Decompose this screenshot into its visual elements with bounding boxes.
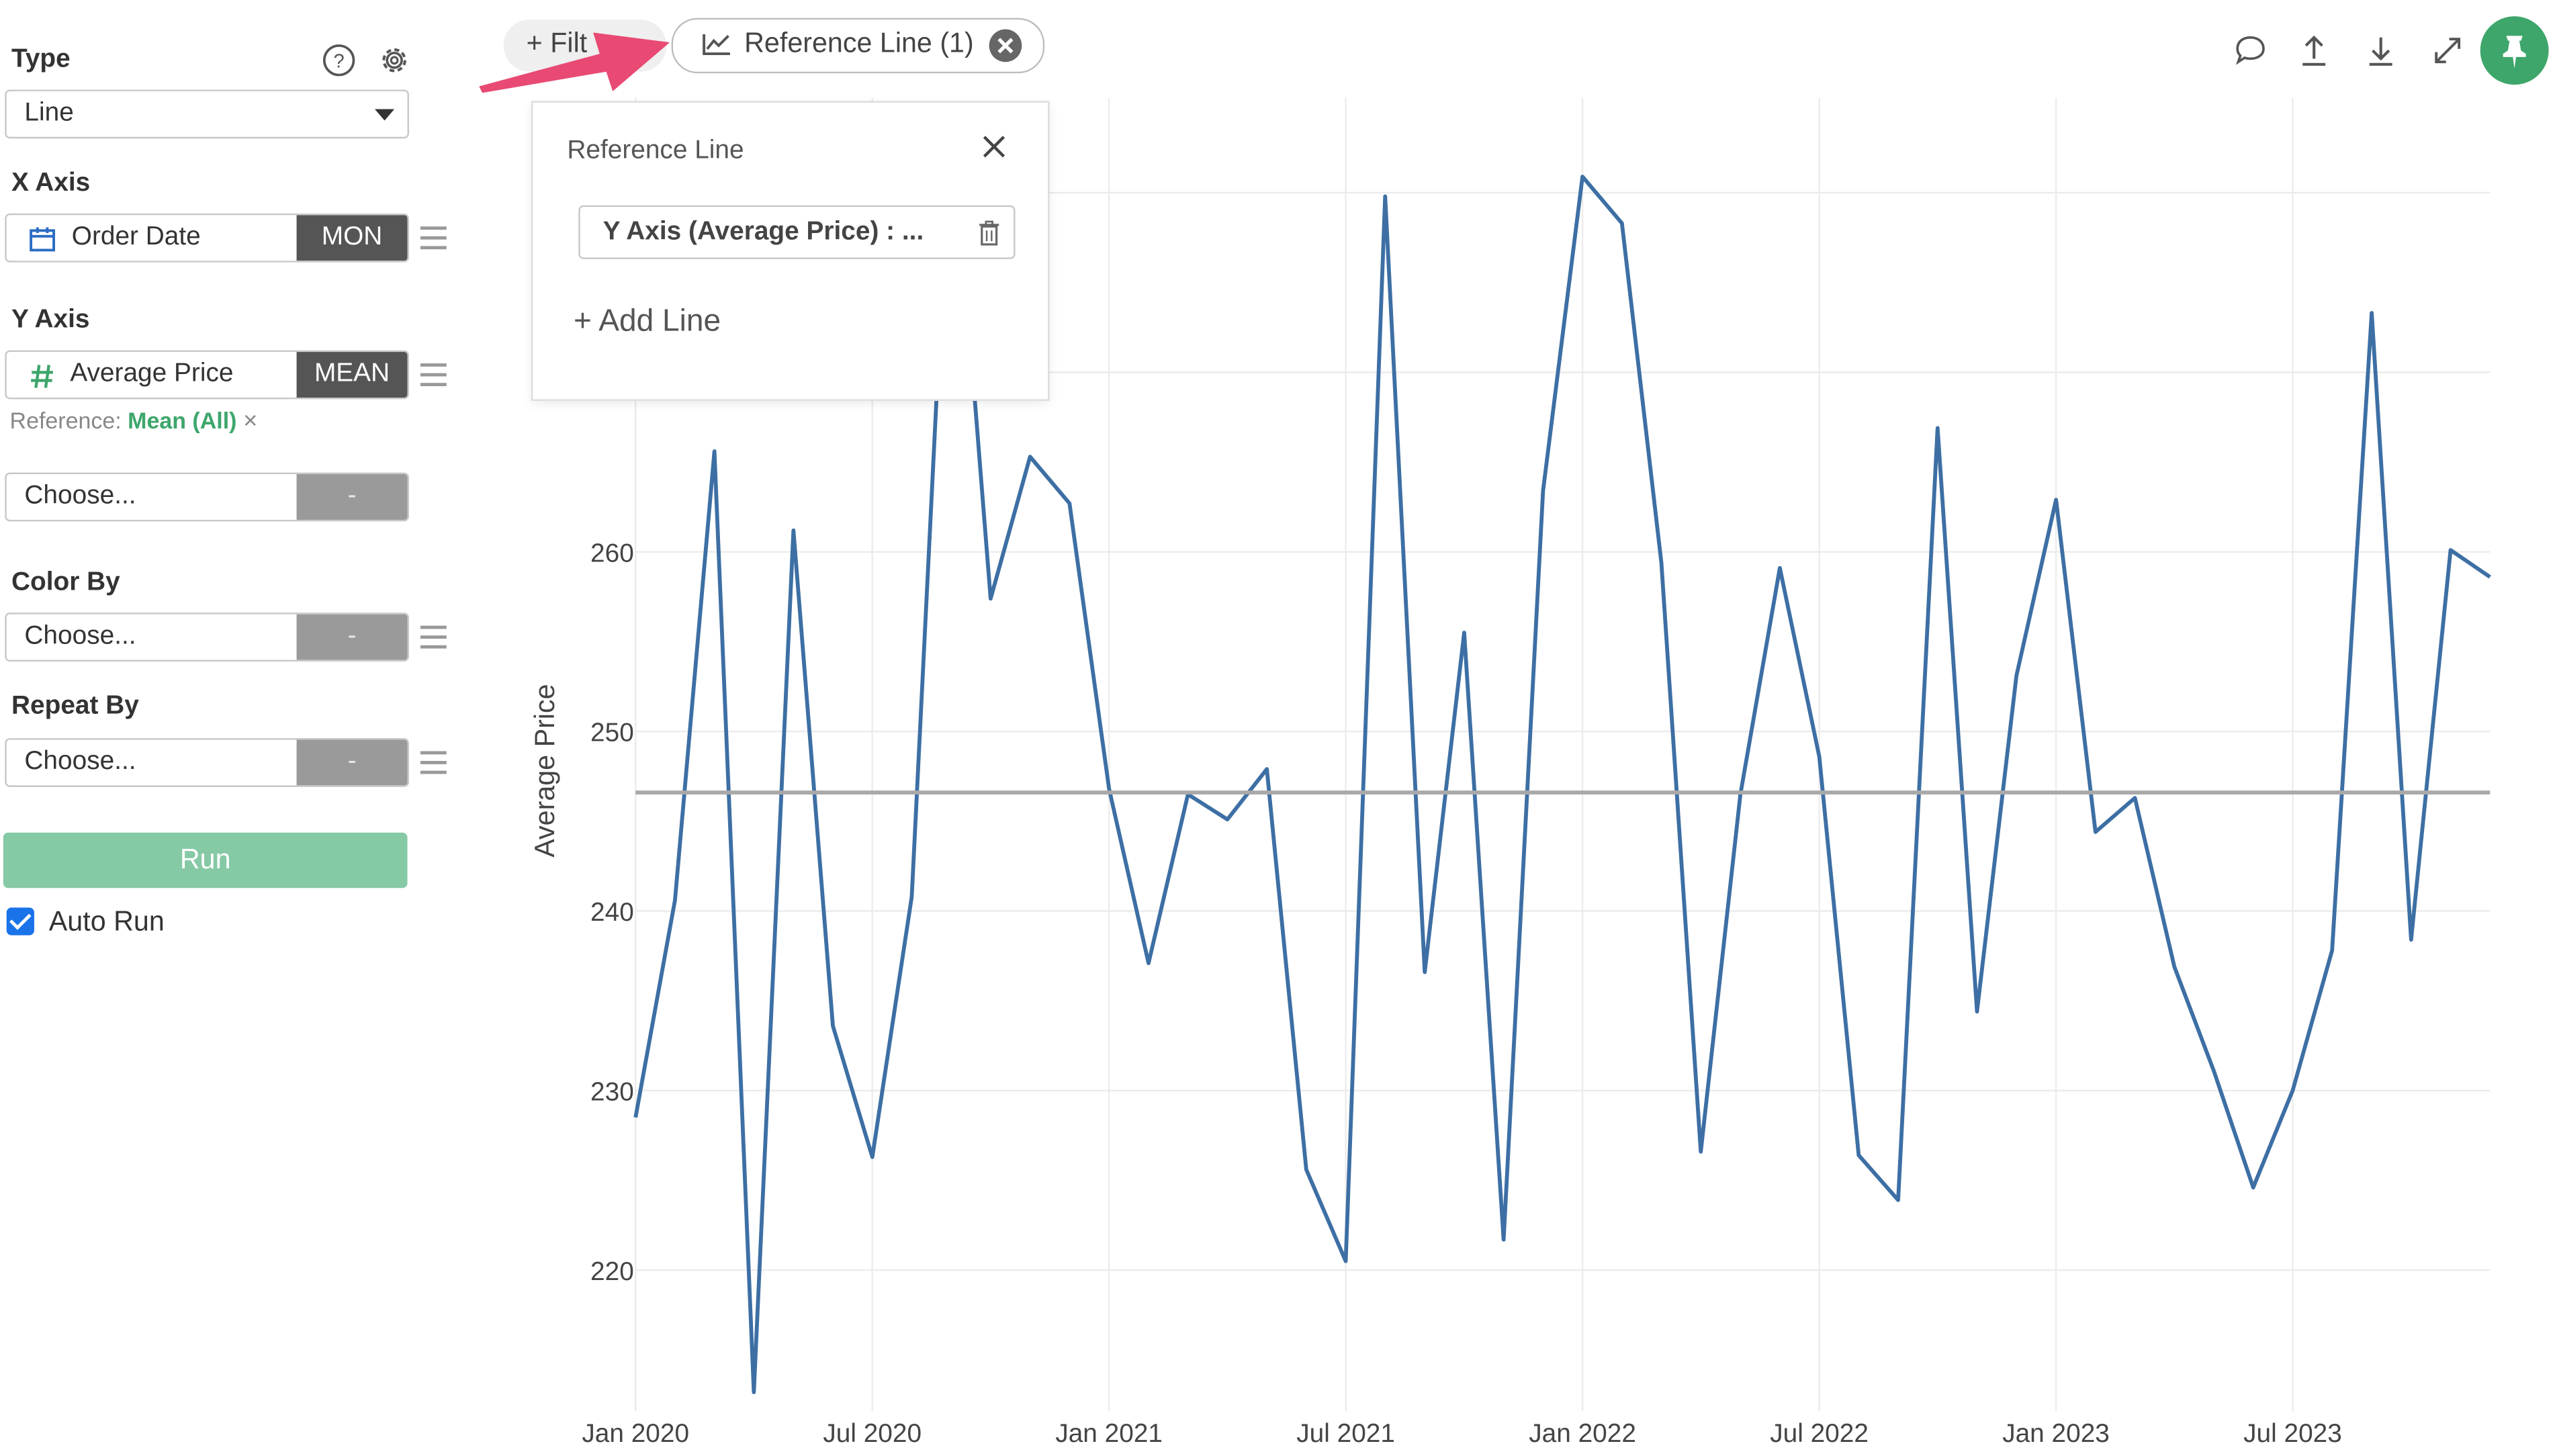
auto-run-toggle[interactable]: Auto Run: [6, 905, 165, 939]
comment-icon[interactable]: [2233, 33, 2268, 69]
repeat-by-field[interactable]: Choose... -: [5, 738, 409, 787]
pin-icon: [2503, 36, 2526, 69]
annotation-arrow-icon: [479, 32, 670, 93]
gear-icon[interactable]: [376, 42, 412, 78]
reference-line-pill-label: Reference Line (1): [744, 28, 974, 59]
x-tick-labels: Jan 2020 Jul 2020 Jan 2021 Jul 2021 Jan 2022…: [582, 1419, 2341, 1448]
x-tick-label: Jan 2023: [2002, 1419, 2110, 1448]
type-label: Type: [11, 45, 71, 74]
y-tick-label: 260: [590, 539, 634, 567]
expand-icon[interactable]: [2429, 33, 2465, 69]
color-by-menu-icon[interactable]: [420, 625, 447, 649]
trash-icon[interactable]: [978, 220, 1001, 246]
y2-aggregation-button[interactable]: -: [296, 474, 408, 520]
upload-icon[interactable]: [2296, 33, 2332, 69]
x-axis-field[interactable]: Order Date MON: [5, 213, 409, 263]
add-line-button[interactable]: + Add Line: [574, 304, 721, 339]
x-axis-aggregation-button[interactable]: MON: [296, 215, 408, 261]
y-tick-labels: 220 230 240 250 260: [590, 539, 634, 1285]
reference-remove-icon[interactable]: ×: [243, 407, 258, 435]
repeat-by-placeholder: Choose...: [24, 747, 136, 776]
color-by-field[interactable]: Choose... -: [5, 612, 409, 662]
x-axis-label: X Axis: [11, 169, 91, 197]
y-axis-menu-icon[interactable]: [420, 363, 447, 387]
reference-note: Reference: Mean (All) ×: [10, 408, 258, 435]
remove-reference-icon[interactable]: [989, 29, 1022, 62]
color-by-aggregation-button[interactable]: -: [296, 614, 408, 660]
run-button[interactable]: Run: [3, 832, 408, 889]
chart-type-value: Line: [24, 99, 74, 128]
y2-placeholder: Choose...: [24, 482, 136, 510]
y-tick-label: 240: [590, 898, 634, 927]
repeat-by-label: Repeat By: [11, 692, 139, 721]
x-tick-label: Jul 2021: [1296, 1419, 1395, 1448]
reference-line-item[interactable]: Y Axis (Average Price) : ...: [578, 205, 1016, 259]
x-tick-label: Jan 2021: [1055, 1419, 1163, 1448]
repeat-by-aggregation-button[interactable]: -: [296, 739, 408, 786]
reference-prefix: Reference:: [9, 407, 122, 434]
x-tick-label: Jan 2020: [582, 1419, 689, 1448]
y-axis-title: Average Price: [529, 684, 560, 857]
x-tick-label: Jul 2022: [1770, 1419, 1869, 1448]
x-tick-label: Jul 2020: [823, 1419, 922, 1448]
number-hash-icon: [31, 365, 53, 388]
help-icon[interactable]: ?: [321, 42, 357, 78]
y-axis-field[interactable]: Average Price MEAN: [5, 350, 409, 400]
color-by-label: Color By: [11, 568, 120, 596]
x-axis-field-name: Order Date: [71, 223, 201, 251]
auto-run-label: Auto Run: [48, 905, 165, 938]
auto-run-checkbox[interactable]: [6, 907, 34, 936]
reference-line-popover: Reference Line Y Axis (Average Price) : …: [531, 101, 1050, 401]
y2-field[interactable]: Choose... -: [5, 472, 409, 522]
x-axis-menu-icon[interactable]: [420, 226, 447, 250]
download-icon[interactable]: [2363, 33, 2399, 69]
close-icon[interactable]: [981, 134, 1007, 160]
chart-type-select[interactable]: Line: [5, 89, 409, 139]
popover-title: Reference Line: [567, 136, 744, 165]
y-tick-label: 250: [590, 719, 634, 747]
svg-text:?: ?: [334, 51, 345, 73]
reference-value-link[interactable]: Mean (All): [128, 407, 237, 434]
repeat-by-menu-icon[interactable]: [420, 751, 447, 774]
y-tick-label: 230: [590, 1077, 634, 1106]
x-tick-label: Jul 2023: [2243, 1419, 2342, 1448]
reference-line-pill[interactable]: Reference Line (1): [671, 17, 1045, 74]
x-tick-label: Jan 2022: [1529, 1419, 1636, 1448]
reference-line-item-label: Y Axis (Average Price) : ...: [602, 218, 924, 246]
line-chart-icon: [703, 34, 730, 56]
chart-settings-panel: Type ? Line X Axis Order Date MON Y: [0, 0, 473, 1456]
y-axis-aggregation-button[interactable]: MEAN: [296, 352, 408, 398]
y-axis-label: Y Axis: [11, 306, 90, 334]
y-tick-label: 220: [590, 1257, 634, 1286]
y-axis-field-name: Average Price: [70, 360, 234, 388]
pin-button[interactable]: [2480, 16, 2549, 85]
color-by-placeholder: Choose...: [24, 622, 136, 651]
add-filter-label: + Filt: [526, 28, 588, 59]
chevron-down-icon: [375, 109, 395, 121]
calendar-icon: [30, 227, 56, 252]
